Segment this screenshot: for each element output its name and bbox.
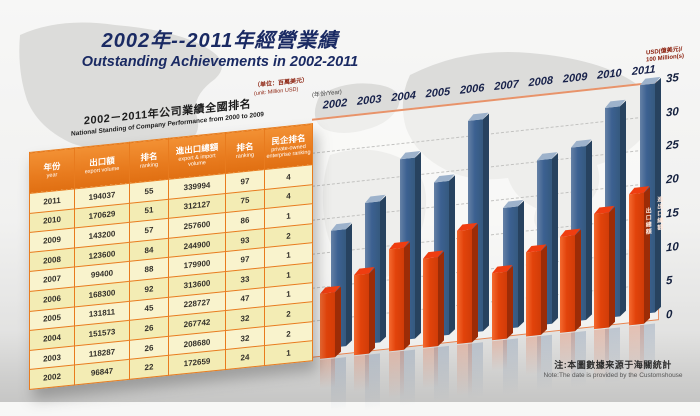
total-bar-label: 進出口總額 [655,195,662,232]
bar-side-face [609,206,616,328]
y-axis-tick: 25 [666,139,679,153]
x-axis-year-label: 2005 [425,85,451,101]
bar-side-face [437,251,444,347]
x-axis-year-label: 2004 [391,89,416,105]
table-cell: 24 [225,345,265,370]
orange-bar [628,186,650,326]
bar-reflection [388,350,404,399]
column-header: 進出口總額 export & import volume [168,132,226,180]
bar-side-face [335,286,341,358]
bar-reflection [457,343,473,396]
y-axis-tick: 35 [666,71,679,86]
bar-side-face [346,223,352,347]
performance-table-block: 2002－2011年公司業績全國排名 National Standing of … [29,78,313,390]
bar-side-face [586,140,593,320]
table-cell: 1 [264,341,313,366]
column-header: 排名 ranking [225,128,265,174]
bar-side-face [472,223,479,343]
page-title-en: Outstanding Achievements in 2002-2011 [81,54,359,70]
x-axis-year-label: 2009 [562,70,588,86]
bar-chart: (年份/Year) USD(億美元)/ 100 Million(s) 0 5 10 1… [310,39,700,412]
chart-unit-label: USD(億美元)/ 100 Million(s) [646,44,700,65]
y-axis-tick: 10 [666,240,679,254]
bar-side-face [414,152,421,339]
table-cell: 22 [129,355,169,380]
orange-bar [560,228,582,333]
bar-reflection [354,354,370,392]
bar-side-face [380,195,387,343]
orange-bar [320,285,341,359]
bar-side-face [517,200,524,328]
bar-reflection [320,358,335,390]
source-note-zh: 注:本圖數據来源于海關統計 [554,360,672,370]
orange-bar [491,265,513,341]
x-axis-year-label: 2002 [322,96,348,112]
table-cell: 2002 [29,365,75,390]
y-axis-tick: 5 [666,274,673,288]
x-axis-year-label: 2006 [459,82,485,97]
orange-bar [594,205,616,330]
column-header: 民企排名 private-owned enterprise ranking [264,123,313,170]
bar-reflection [422,347,438,389]
bar-side-face [551,152,558,324]
table-body: 2011 194037 55 339994 97 4 2010 170629 51 312127 7… [29,164,313,390]
page-title: 2002年--2011年經營業績 Outstanding Achievement… [55,24,385,70]
column-header: 年份 year [29,147,75,194]
bar-side-face [448,174,455,335]
y-axis-tick: 0 [666,308,673,322]
orange-bar [388,240,410,352]
x-axis-year-label: 2007 [494,78,519,93]
x-axis-year-label: 2003 [357,93,382,108]
performance-table: 年份 year 出口額 export volume 排名 ranking 進出口總額 expo… [29,123,313,390]
export-bar-label: 出口總額 [644,207,651,236]
column-header: 排名 ranking [129,138,169,184]
orange-bar [457,222,479,344]
orange-bar [525,244,547,337]
bar-side-face [369,268,376,354]
bar-side-face [575,229,582,332]
source-note-en: Note:The date is provided by the Customs… [543,372,683,379]
bar-side-face [506,266,513,339]
y-axis-tick: 15 [666,206,679,221]
source-note: 注:本圖數據来源于海關統計 Note:The date is provided … [528,358,698,379]
x-axis-year-label: 2008 [528,74,554,90]
bar-side-face [483,113,490,332]
orange-bar [422,250,444,348]
x-axis-year-label: 2010 [597,67,622,82]
y-axis-tick: 20 [666,173,679,187]
bar-side-face [403,241,410,350]
y-axis-tick: 30 [666,105,679,120]
bar-side-face [620,100,627,317]
bar-reflection [491,339,507,372]
orange-bar [354,267,376,356]
page-title-zh: 2002年--2011年經營業績 [101,30,339,52]
bar-side-face [540,245,547,335]
column-header: 出口額 export volume [74,142,130,189]
